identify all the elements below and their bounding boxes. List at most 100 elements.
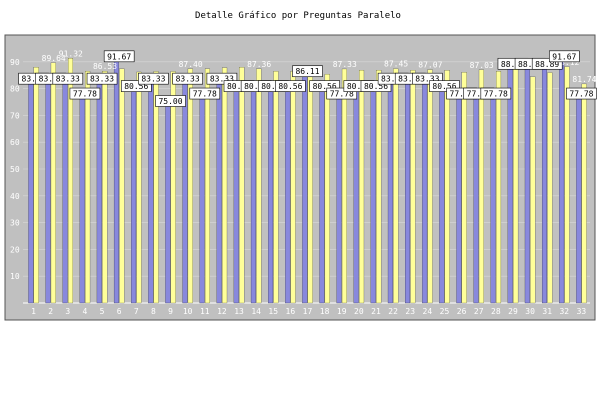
data-label-paralelo: 80.56 xyxy=(364,82,388,91)
data-label-paralelo: 83.33 xyxy=(141,75,165,84)
data-label-paralelo: 77.78 xyxy=(450,90,474,99)
data-label-paralelo: 80.56 xyxy=(313,82,337,91)
y-tick-labels: 10 20 30 40 50 60 70 80 90 xyxy=(10,58,20,281)
bar-general xyxy=(187,68,193,304)
x-tick-label: 9 xyxy=(168,307,173,316)
x-tick-label: 22 xyxy=(388,307,398,316)
y-tick-label: 80 xyxy=(10,85,20,94)
bar-paralelo xyxy=(165,101,171,304)
data-label-general: 87.07 xyxy=(418,61,442,70)
bar-paralelo xyxy=(199,94,205,304)
data-label-paralelo: 75.00 xyxy=(158,97,182,106)
data-label-box xyxy=(86,72,118,85)
x-tick-label: 2 xyxy=(48,307,53,316)
data-label-paralelo: 80.56 xyxy=(227,82,251,91)
x-tick-label: 10 xyxy=(183,307,193,316)
x-tick-label: 11 xyxy=(200,307,210,316)
data-label-general: 88.12 xyxy=(555,58,579,67)
bar-general xyxy=(239,67,245,304)
data-label-general: 91.32 xyxy=(59,49,83,58)
chart-title: Detalle Gráfico por Preguntas Paralelo xyxy=(195,11,401,21)
data-label-paralelo: 91.67 xyxy=(552,52,576,61)
bar-general xyxy=(410,70,416,304)
bar-paralelo xyxy=(541,64,547,304)
x-tick-label: 29 xyxy=(508,307,518,316)
x-tick-label: 27 xyxy=(474,307,484,316)
x-tick-label: 6 xyxy=(117,307,122,316)
data-label-paralelo: 83.33 xyxy=(210,75,234,84)
x-tick-label: 12 xyxy=(217,307,227,316)
data-label-general: 87.40 xyxy=(179,60,203,69)
bar-general xyxy=(290,71,296,304)
data-label-box xyxy=(155,95,186,107)
bar-paralelo xyxy=(387,79,393,304)
bar-general xyxy=(222,67,228,304)
data-label-box xyxy=(326,87,358,100)
x-tick-label: 17 xyxy=(303,307,313,316)
y-tick-label: 70 xyxy=(10,111,20,120)
bar-general xyxy=(102,70,108,304)
data-label-box xyxy=(309,80,340,92)
data-label-paralelo: 77.78 xyxy=(569,90,593,99)
bar-general xyxy=(119,68,125,304)
bar-paralelo xyxy=(96,79,102,304)
data-label-box xyxy=(120,80,152,92)
x-tick-label: 18 xyxy=(320,307,330,316)
data-label-general: 81.74 xyxy=(572,75,596,84)
bar-paralelo xyxy=(422,79,428,304)
data-label-box xyxy=(69,87,101,100)
x-tick-label: 1 xyxy=(31,307,36,316)
bar-paralelo xyxy=(113,57,119,304)
data-label-box xyxy=(360,80,392,92)
bar-general xyxy=(393,68,399,304)
data-label-box xyxy=(138,72,169,85)
data-label-box xyxy=(206,72,238,85)
x-tick-label: 20 xyxy=(354,307,364,316)
data-label-paralelo: 83.33 xyxy=(415,75,439,84)
data-label-paralelo: 88.89 xyxy=(535,60,559,69)
bar-general xyxy=(581,83,587,304)
bar-general xyxy=(341,68,347,304)
x-tick-label: 19 xyxy=(337,307,347,316)
bar-general xyxy=(136,71,142,304)
data-label-paralelo: 77.78 xyxy=(484,90,508,99)
x-tick-label: 8 xyxy=(151,307,156,316)
bar-paralelo xyxy=(405,79,411,304)
data-label-paralelo: 77.78 xyxy=(330,90,354,99)
data-label-paralelo: 80.56 xyxy=(278,82,302,91)
bar-general xyxy=(153,71,159,304)
data-label-general: 89.64 xyxy=(42,54,66,63)
bar-paralelo xyxy=(439,86,445,304)
data-label-box xyxy=(189,87,221,100)
bar-general xyxy=(170,71,176,304)
x-tick-label: 7 xyxy=(134,307,139,316)
data-label-paralelo: 80.56 xyxy=(261,82,285,91)
bar-general xyxy=(478,69,484,304)
bar-paralelo xyxy=(524,64,530,304)
data-label-paralelo: 80.56 xyxy=(124,82,148,91)
bar-general xyxy=(427,69,433,304)
bar-paralelo xyxy=(250,86,256,304)
data-label-paralelo: 83.33 xyxy=(22,75,46,84)
data-label-paralelo: 80.56 xyxy=(432,82,456,91)
bar-general xyxy=(204,68,210,304)
x-tick-label: 25 xyxy=(440,307,450,316)
bar-paralelo xyxy=(216,79,222,304)
x-tick-label: 33 xyxy=(577,307,587,316)
data-label-general: 87.03 xyxy=(470,61,494,70)
data-label-box xyxy=(292,65,323,78)
bar-paralelo xyxy=(456,94,462,304)
bar-paralelo xyxy=(370,86,376,304)
data-label-box xyxy=(566,87,597,100)
data-label-box xyxy=(275,80,306,92)
data-label-paralelo: 83.33 xyxy=(176,75,200,84)
bar-paralelo xyxy=(302,72,308,304)
bar-general xyxy=(444,70,450,304)
bar-paralelo xyxy=(268,86,274,304)
x-tick-label: 16 xyxy=(286,307,296,316)
data-label-box xyxy=(429,80,460,92)
bar-paralelo xyxy=(62,79,68,304)
y-tick-label: 50 xyxy=(10,165,20,174)
